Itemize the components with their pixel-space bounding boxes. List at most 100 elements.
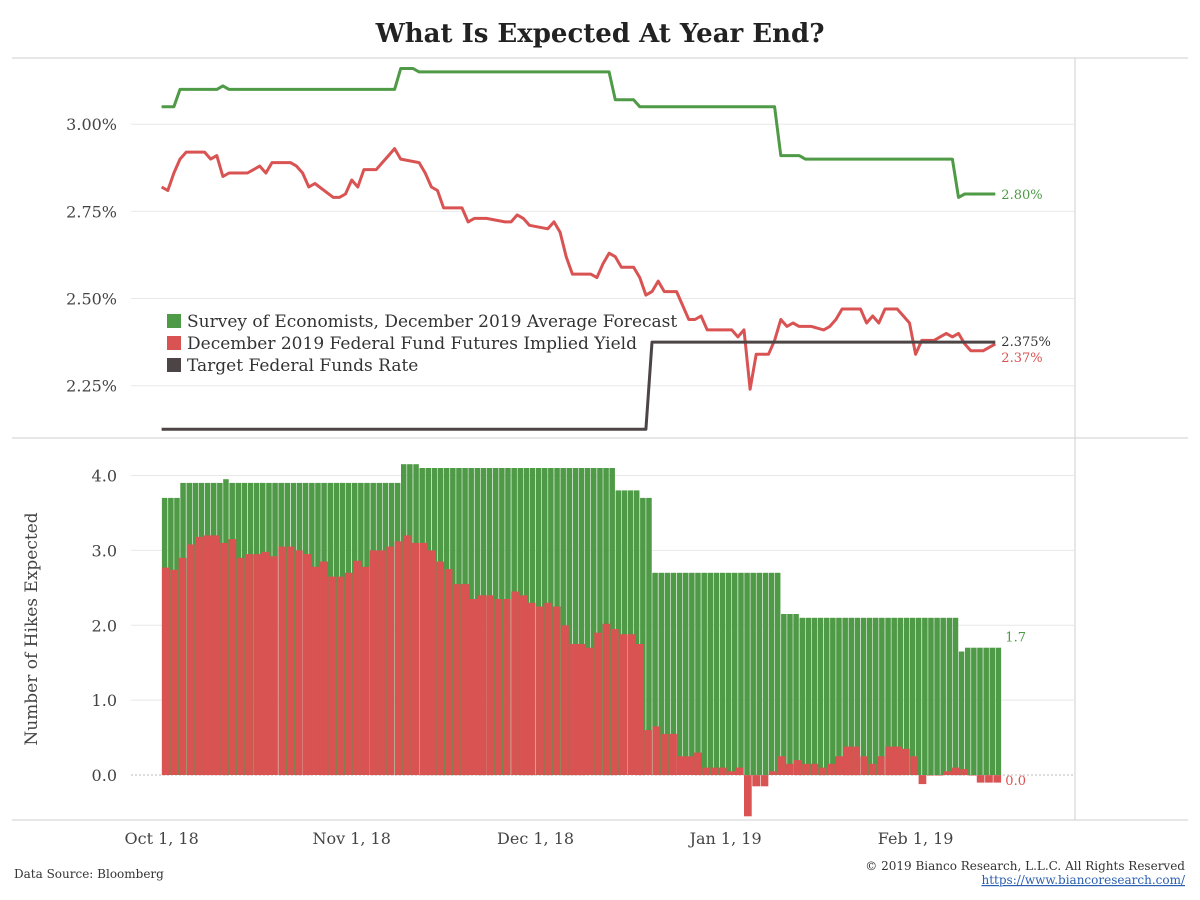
green-bar [977,647,983,775]
green-bar [922,617,928,776]
red-bar [328,576,336,776]
red-bar [270,556,278,775]
hikes-end-label-red: 0.0 [1005,774,1026,789]
red-bar [461,584,470,776]
top-y-tick-label: 2.50% [66,290,117,309]
green-bar [591,468,597,776]
red-bar [993,775,1002,783]
series-line-0 [161,67,996,199]
series-line-1 [160,147,997,391]
green-bar [450,468,456,776]
yield-panel: 2.25% 2.50% 2.75% 3.00% 2.80% 2.37%2.375% [66,67,1075,431]
red-bar [810,763,819,775]
x-tick-label: Oct 1, 18 [124,829,198,848]
red-bar [710,767,719,776]
red-bar [211,535,220,776]
green-bar [640,497,646,775]
red-bar [444,569,453,776]
green-bar [719,572,726,775]
red-bar [552,606,561,775]
legend-label-2: Target Federal Funds Rate [187,356,418,376]
legend: Survey of Economists, December 2019 Aver… [167,312,677,376]
red-bar [727,771,736,775]
red-bar [386,546,395,776]
green-bar [597,468,603,776]
red-bar [303,554,312,776]
red-bar [253,554,262,776]
green-bar [897,617,904,776]
red-bar [910,756,919,775]
red-bar [868,763,877,775]
green-bar [762,572,769,775]
red-bar [494,599,503,775]
red-bar [295,550,303,776]
x-tick-label: Nov 1, 18 [312,829,390,848]
red-bar [760,775,769,787]
green-bar [811,617,818,776]
red-bar [735,767,744,776]
green-bar [946,617,953,776]
red-bar [220,542,228,776]
red-bar [245,554,253,776]
red-bar [511,591,519,775]
green-bar [713,572,720,775]
green-bar [584,468,591,776]
red-bar [677,756,686,775]
red-bar [827,763,835,775]
chart-title: What Is Expected At Year End? [375,19,825,49]
bottom-y-tick-label: 1.0 [92,691,117,710]
website-link[interactable]: https://www.biancoresearch.com/ [981,873,1185,887]
red-bar [544,602,553,776]
legend-label-0: Survey of Economists, December 2019 Aver… [187,312,677,332]
green-bar [701,572,707,775]
bottom-y-tick-label: 3.0 [92,541,117,560]
green-bar [603,468,609,776]
red-bar [893,746,902,776]
series-line-2 [161,340,996,431]
green-bar [799,617,806,776]
red-bar [843,746,852,776]
green-bar [879,617,885,776]
red-bar [378,550,386,776]
red-bar [918,775,927,785]
red-bar [818,767,827,776]
series-end-label-1: 2.37% [1001,351,1042,366]
x-axis: Oct 1, 18 Nov 1, 18 Dec 1, 18 Jan 1, 19 Feb … [124,829,953,848]
green-bar [860,617,867,776]
red-bar [885,746,894,776]
red-bar [228,539,237,775]
x-tick-label: Dec 1, 18 [497,829,574,848]
red-bar [902,748,910,775]
top-y-tick-label: 2.75% [66,202,117,221]
red-bar [935,775,943,776]
green-bar [866,617,873,776]
top-y-tick-label: 2.25% [66,377,117,396]
red-bar [702,767,711,776]
red-bar [835,756,844,775]
red-bar [852,746,860,776]
green-bar [817,617,824,776]
green-bar [965,647,971,775]
green-bar [983,647,989,775]
green-bar [928,617,934,776]
red-bar [785,763,794,775]
red-bar [261,551,270,776]
red-bar [203,535,212,776]
green-bar [676,572,683,775]
green-bar [830,617,836,776]
green-bar [560,468,566,776]
data-source: Data Source: Bloomberg [14,867,164,881]
red-bar [669,733,677,776]
green-bar [940,617,946,776]
green-bar [683,572,689,775]
red-bar [926,775,935,776]
red-bar [777,756,785,775]
red-bar [453,584,461,776]
green-bar [217,482,223,775]
green-bar [646,497,652,775]
red-bar [802,763,810,775]
x-tick-label: Feb 1, 19 [878,829,954,848]
red-bar [336,576,345,776]
green-bar [572,468,579,776]
